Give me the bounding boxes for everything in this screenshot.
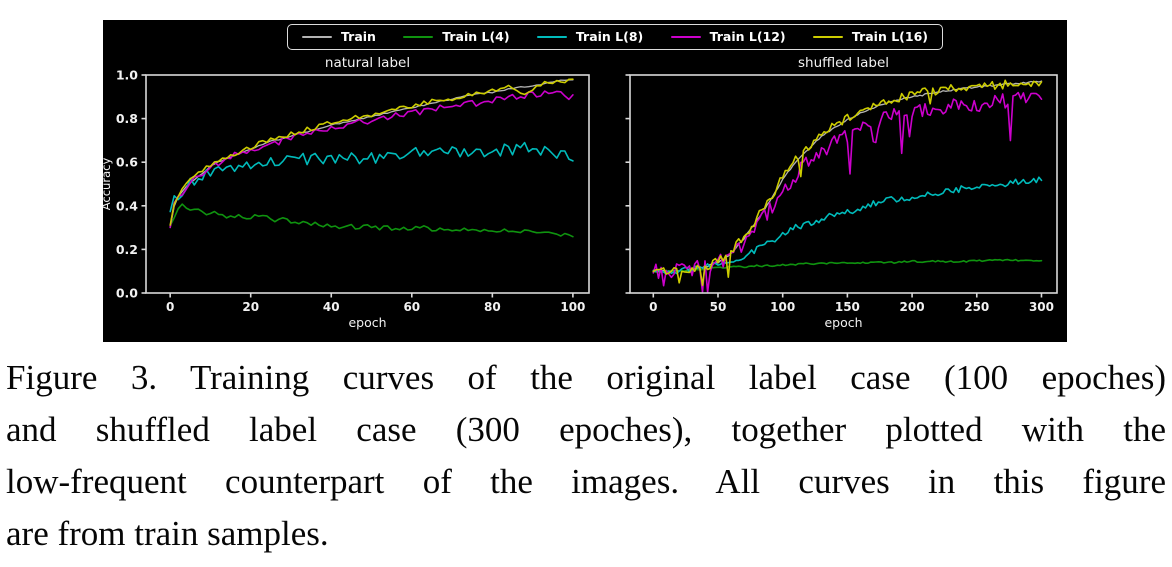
subplot-title: shuffled label: [798, 55, 889, 71]
y-tick-label: 0.2: [116, 242, 138, 257]
x-axis: 0 20 40 60 80 100: [166, 293, 585, 314]
figure-caption: Figure 3. Training curves of the origina…: [6, 352, 1166, 560]
x-tick-label: 20: [242, 300, 259, 314]
series-line-train-l-8-: [169, 141, 574, 213]
series-line-train-l-8-: [652, 176, 1043, 275]
train-l8-line-swatch: [536, 35, 567, 39]
series-line-train: [652, 80, 1043, 273]
x-tick-label: 40: [323, 300, 340, 314]
x-axis-label: epoch: [824, 315, 862, 330]
x-tick-label: 250: [964, 300, 989, 314]
caption-line: low-frequent counterpart of the images. …: [6, 462, 1166, 501]
train-l12-line-swatch: [670, 35, 701, 39]
x-tick-label: 50: [710, 300, 727, 314]
series-line-train-l-12-: [652, 91, 1043, 293]
caption-line: Figure 3. Training curves of the origina…: [6, 358, 1166, 397]
x-tick-label: 80: [484, 300, 501, 314]
caption-line: are from train samples.: [6, 514, 329, 553]
legend-label: Train L(16): [851, 28, 928, 44]
legend-label: Train L(12): [709, 28, 786, 44]
legend-entry-train-l4: Train L(4): [403, 28, 510, 44]
subplot-title: natural label: [325, 55, 410, 71]
x-tick-label: 150: [835, 300, 860, 314]
x-tick-label: 60: [403, 300, 420, 314]
caption-line: and shuffled label case (300 epoches), t…: [6, 410, 1166, 449]
plot-legend: Train Train L(4) Train L(8) Train L(12) …: [287, 24, 943, 50]
x-axis: 0 50 100 150 200 250 300: [649, 293, 1054, 314]
legend-label: Train L(4): [442, 28, 510, 44]
series-line-train-l-4-: [169, 203, 574, 238]
figure-panel: Train Train L(4) Train L(8) Train L(12) …: [103, 20, 1067, 342]
subplot-shuffled-label: shuffled label 0 50 100 150 200 250 300 epoch: [625, 55, 1058, 330]
series-line-train-l-4-: [652, 258, 1043, 274]
series-line-train-l-16-: [652, 79, 1043, 287]
x-tick-label: 0: [649, 300, 657, 314]
legend-entry-train-l8: Train L(8): [536, 28, 644, 44]
axes-frame: [145, 74, 590, 294]
y-axis-label: Accuracy: [103, 158, 113, 211]
legend-entry-train: Train: [302, 28, 376, 44]
y-tick-label: 0.0: [116, 286, 138, 301]
x-tick-label: 100: [770, 300, 795, 314]
train-line-swatch: [302, 35, 332, 39]
y-tick-label: 0.8: [116, 111, 138, 126]
x-tick-label: 100: [560, 300, 585, 314]
series-group: [169, 78, 574, 238]
y-axis: 0.0 0.2 0.4 0.6 0.8 1.0: [116, 68, 146, 301]
y-tick-label: 0.6: [116, 155, 138, 170]
legend-label: Train L(8): [575, 28, 644, 44]
legend-entry-train-l16: Train L(16): [812, 28, 928, 44]
series-line-train-l-16-: [169, 78, 574, 226]
y-tick-label: 0.4: [116, 198, 138, 213]
x-axis-label: epoch: [348, 315, 386, 330]
train-l16-line-swatch: [812, 35, 843, 39]
x-tick-label: 300: [1029, 300, 1054, 314]
axes-frame: [629, 74, 1058, 294]
series-group: [652, 79, 1043, 293]
legend-label: Train: [341, 28, 376, 44]
legend-entry-train-l12: Train L(12): [670, 28, 786, 44]
train-l4-line-swatch: [403, 35, 434, 39]
series-line-train-l-12-: [169, 90, 574, 229]
x-tick-label: 0: [166, 300, 174, 314]
y-tick-label: 1.0: [116, 68, 138, 83]
x-tick-label: 200: [900, 300, 925, 314]
y-axis: [625, 74, 630, 294]
